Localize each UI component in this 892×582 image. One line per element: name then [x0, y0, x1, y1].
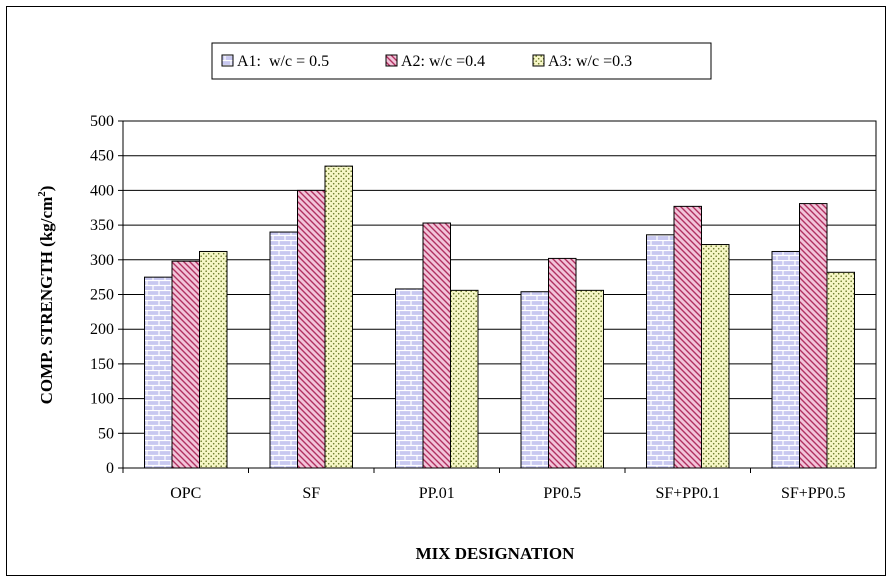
legend-swatch-a3 — [532, 54, 545, 67]
bar-3-sf — [324, 165, 353, 469]
legend-swatch-a2 — [385, 54, 398, 67]
bar-2-opc — [171, 260, 200, 469]
bars — [144, 165, 855, 469]
bar-1-sf-pp0-1 — [646, 234, 675, 469]
y-axis-title-superscript: 2 — [36, 191, 48, 197]
y-tick-label: 150 — [90, 356, 114, 373]
bar-2-sf-pp0-5 — [799, 203, 828, 469]
bar-1-sf — [269, 231, 298, 469]
bar-2-sf — [297, 189, 326, 469]
y-tick-label: 250 — [90, 287, 114, 304]
y-axis-ticks: 0 50 100 150 200 250 300 350 400 450 500 — [90, 113, 123, 477]
legend: A1: w/c = 0.5 A2: w/c =0.4 A3: w/c =0.3 — [211, 42, 712, 80]
y-tick-label: 300 — [90, 252, 114, 269]
x-tick-label: SF+PP0.5 — [781, 485, 846, 502]
bar-3-opc — [199, 250, 228, 469]
y-axis-title-close: ) — [37, 186, 56, 192]
bar-3-pp0-5 — [575, 289, 604, 469]
legend-label-a1: A1: w/c = 0.5 — [237, 53, 329, 70]
bar-3-sf-pp0-5 — [826, 271, 855, 469]
legend-label-a3: A3: w/c =0.3 — [548, 53, 632, 70]
bar-1-opc — [144, 276, 173, 469]
y-axis-title-main: COMP. STRENGTH (kg/cm — [37, 197, 56, 405]
x-tick-label: SF+PP0.1 — [655, 485, 720, 502]
legend-label-a2: A2: w/c =0.4 — [401, 53, 485, 70]
y-tick-label: 0 — [106, 460, 114, 477]
x-axis-ticks: OPC SF PP.01 PP0.5 SF+PP0.1 SF+PP0.5 — [122, 468, 846, 502]
x-axis-title: MIX DESIGNATION — [416, 544, 576, 563]
legend-swatch-a1 — [221, 54, 234, 67]
y-tick-label: 350 — [90, 217, 114, 234]
x-tick-label: SF — [302, 485, 320, 502]
y-tick-label: 200 — [90, 321, 114, 338]
bar-2-pp-01 — [422, 222, 451, 469]
y-tick-label: 100 — [90, 391, 114, 408]
x-tick-label: OPC — [170, 485, 201, 502]
bar-1-pp0-5 — [520, 291, 549, 469]
x-tick-label: PP0.5 — [543, 485, 581, 502]
y-tick-label: 50 — [98, 425, 114, 442]
bar-3-sf-pp0-1 — [701, 244, 730, 469]
gridlines — [123, 155, 876, 434]
y-tick-label: 500 — [90, 113, 114, 130]
y-tick-label: 400 — [90, 182, 114, 199]
bar-2-pp0-5 — [548, 257, 577, 469]
bar-3-pp-01 — [450, 289, 479, 469]
bar-1-pp-01 — [395, 288, 424, 469]
y-axis-title: COMP. STRENGTH (kg/cm2) — [36, 186, 56, 405]
y-tick-label: 450 — [90, 148, 114, 165]
bar-1-sf-pp0-5 — [771, 250, 800, 469]
legend-box — [211, 42, 712, 80]
bar-2-sf-pp0-1 — [673, 205, 702, 469]
x-tick-label: PP.01 — [419, 485, 455, 502]
